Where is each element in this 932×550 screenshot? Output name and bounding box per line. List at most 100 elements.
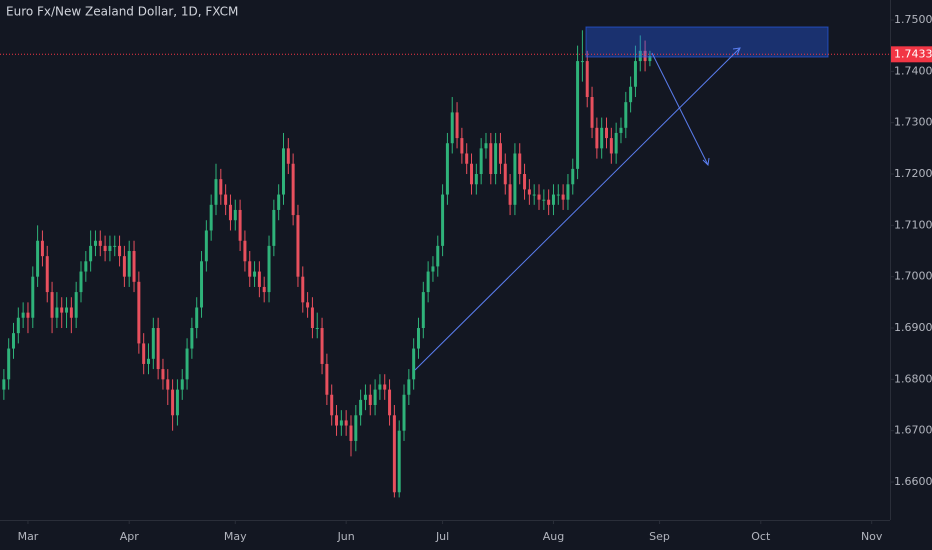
forecast-arrow xyxy=(651,52,709,166)
forecast-arrow-head xyxy=(702,157,710,167)
candle-body xyxy=(527,189,531,195)
candle-body xyxy=(306,302,310,308)
candle-body xyxy=(619,127,623,133)
candle-body xyxy=(320,328,324,364)
candle-body xyxy=(648,55,652,62)
candle-body xyxy=(633,61,637,87)
last-price-box xyxy=(891,46,932,63)
candle-body xyxy=(26,312,30,318)
candle-body xyxy=(344,420,348,426)
y-tick-label: 1.72000 xyxy=(894,167,932,180)
candle-body xyxy=(185,348,189,380)
candle-body xyxy=(566,184,570,200)
candle-body xyxy=(431,266,435,272)
candle-body xyxy=(489,143,493,175)
candle-body xyxy=(416,328,420,349)
candle-body xyxy=(508,184,512,205)
candle-body xyxy=(98,240,102,246)
candle-body xyxy=(36,240,40,277)
candle-body xyxy=(470,163,474,185)
chart-title: Euro Fx/New Zealand Dollar, 1D, FXCM xyxy=(6,5,238,19)
candle-body xyxy=(12,333,15,349)
candle-body xyxy=(542,199,546,201)
candle-body xyxy=(407,379,411,395)
candle-body xyxy=(228,204,232,221)
candle-body xyxy=(359,399,363,416)
candle-body xyxy=(74,292,78,318)
candle-body xyxy=(214,179,218,205)
candle-body xyxy=(161,369,165,380)
candle-body xyxy=(629,86,633,103)
candle-body xyxy=(151,328,155,359)
candle-body xyxy=(335,415,339,426)
x-tick-label: Jun xyxy=(337,530,355,543)
y-tick-label: 1.73000 xyxy=(894,116,932,129)
candle-body xyxy=(532,194,536,196)
candle-body xyxy=(224,194,228,205)
candle-body xyxy=(296,215,300,277)
candle-body xyxy=(383,384,387,390)
candle-body xyxy=(643,50,647,62)
x-tick-label: Sep xyxy=(649,530,670,543)
x-tick-label: Oct xyxy=(751,530,771,543)
candle-body xyxy=(31,276,35,318)
candle-body xyxy=(595,127,599,149)
candle-body xyxy=(436,245,440,267)
candle-body xyxy=(118,245,122,257)
candle-body xyxy=(368,394,372,406)
candle-body xyxy=(363,394,367,400)
candle-body xyxy=(397,430,401,493)
candle-body xyxy=(484,143,488,149)
x-tick-label: Apr xyxy=(120,530,140,543)
x-tick-label: Jul xyxy=(435,530,449,543)
candle-body xyxy=(315,328,319,330)
candle-body xyxy=(373,389,377,406)
candle-body xyxy=(556,194,560,196)
candle-body xyxy=(600,127,604,149)
candle-body xyxy=(45,256,49,293)
candle-body xyxy=(146,358,150,364)
candle-body xyxy=(523,174,527,190)
candle-body xyxy=(21,312,25,318)
candle-body xyxy=(325,363,329,395)
candle-body xyxy=(190,328,194,349)
candle-body xyxy=(479,148,483,175)
candle-body xyxy=(84,261,88,272)
candle-body xyxy=(180,379,184,390)
candle-body xyxy=(513,153,517,205)
candle-body xyxy=(281,148,285,195)
candle-body xyxy=(537,194,541,200)
candle-body xyxy=(421,292,425,329)
x-tick-label: Mar xyxy=(18,530,39,543)
x-tick-label: Nov xyxy=(861,530,883,543)
candle-body xyxy=(262,286,266,293)
candle-body xyxy=(89,245,93,262)
candle-body xyxy=(580,61,584,63)
candle-body xyxy=(156,328,160,370)
candle-body xyxy=(441,194,445,246)
candle-body xyxy=(455,112,459,139)
candle-body xyxy=(624,102,628,128)
candle-body xyxy=(175,389,179,416)
candle-body xyxy=(113,245,117,247)
candle-body xyxy=(195,307,199,329)
candle-body xyxy=(248,261,252,277)
last-price-label: 1.74332 xyxy=(894,47,932,60)
candle-body xyxy=(69,307,73,318)
candle-body xyxy=(460,138,464,154)
trend-arrow-head xyxy=(732,47,741,56)
candle-body xyxy=(93,240,97,246)
candle-body xyxy=(585,61,589,98)
candle-body xyxy=(171,389,175,416)
candle-body xyxy=(339,420,343,426)
candle-body xyxy=(257,271,261,287)
y-tick-label: 1.69000 xyxy=(894,321,932,334)
candle-body xyxy=(412,348,416,380)
candle-body xyxy=(354,415,358,441)
candle-body xyxy=(388,389,392,416)
candle-body xyxy=(551,194,555,205)
candle-body xyxy=(16,317,20,334)
candle-body xyxy=(474,174,478,185)
candle-body xyxy=(330,394,334,416)
